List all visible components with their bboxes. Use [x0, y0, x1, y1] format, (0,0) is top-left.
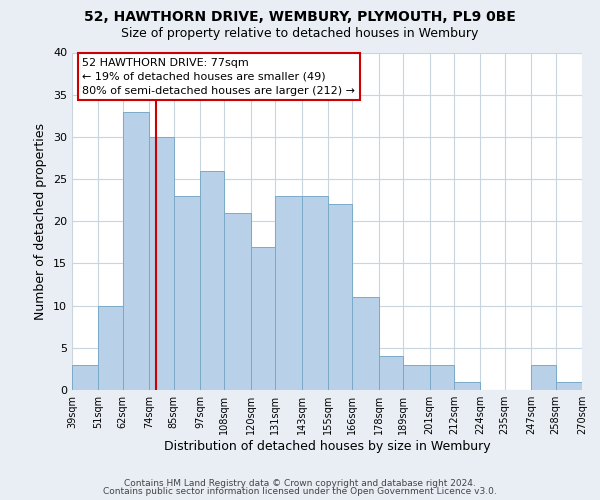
Bar	[379, 356, 403, 390]
Text: Contains public sector information licensed under the Open Government Licence v3: Contains public sector information licen…	[103, 487, 497, 496]
Bar	[98, 306, 123, 390]
Bar	[224, 213, 251, 390]
Bar	[275, 196, 302, 390]
Bar	[72, 364, 98, 390]
Bar	[302, 196, 328, 390]
Y-axis label: Number of detached properties: Number of detached properties	[34, 122, 47, 320]
Bar	[531, 364, 556, 390]
Bar	[328, 204, 352, 390]
Bar	[149, 137, 173, 390]
X-axis label: Distribution of detached houses by size in Wembury: Distribution of detached houses by size …	[164, 440, 490, 453]
Bar	[556, 382, 582, 390]
Text: 52, HAWTHORN DRIVE, WEMBURY, PLYMOUTH, PL9 0BE: 52, HAWTHORN DRIVE, WEMBURY, PLYMOUTH, P…	[84, 10, 516, 24]
Bar	[352, 297, 379, 390]
Text: Contains HM Land Registry data © Crown copyright and database right 2024.: Contains HM Land Registry data © Crown c…	[124, 478, 476, 488]
Bar	[582, 382, 600, 390]
Bar	[251, 246, 275, 390]
Bar	[403, 364, 430, 390]
Bar	[454, 382, 481, 390]
Text: 52 HAWTHORN DRIVE: 77sqm
← 19% of detached houses are smaller (49)
80% of semi-d: 52 HAWTHORN DRIVE: 77sqm ← 19% of detach…	[82, 58, 355, 96]
Bar	[173, 196, 200, 390]
Bar	[123, 112, 149, 390]
Text: Size of property relative to detached houses in Wembury: Size of property relative to detached ho…	[121, 28, 479, 40]
Bar	[200, 170, 224, 390]
Bar	[430, 364, 454, 390]
